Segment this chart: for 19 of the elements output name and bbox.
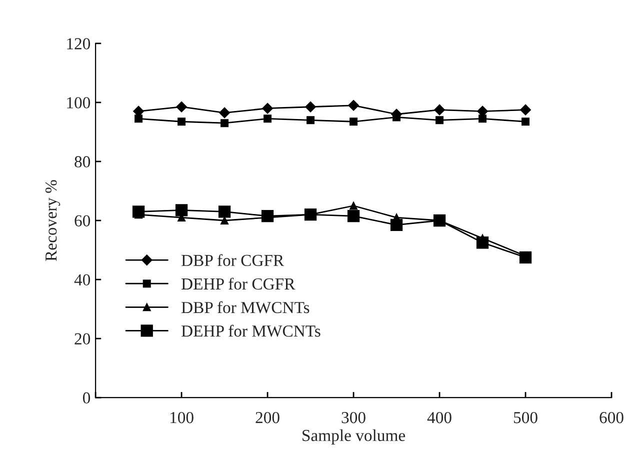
x-tick-label: 400	[427, 412, 452, 424]
x-tick-label: 300	[342, 412, 366, 424]
y-axis-title: Recovery %	[45, 180, 60, 261]
x-tick-label: 100	[170, 412, 194, 424]
legend-label: DBP for CGFR	[182, 254, 284, 266]
x-tick-label: 500	[514, 412, 538, 424]
y-tick-label: 80	[74, 156, 90, 168]
y-tick-label: 100	[67, 97, 90, 108]
x-tick-label: 600	[600, 412, 624, 424]
y-tick-label: 0	[82, 392, 90, 404]
x-tick-label: 200	[256, 412, 280, 424]
y-tick-label: 60	[74, 215, 90, 226]
legend-label: DEHP for MWCNTs	[182, 324, 320, 337]
y-tick-label: 20	[74, 333, 90, 345]
legend-label: DBP for MWCNTs	[182, 301, 310, 314]
y-tick-label: 120	[67, 38, 90, 50]
y-tick-label: 40	[74, 274, 90, 286]
x-axis-title: Sample volume	[302, 429, 406, 444]
legend-label: DEHP for CGFR	[182, 278, 296, 290]
